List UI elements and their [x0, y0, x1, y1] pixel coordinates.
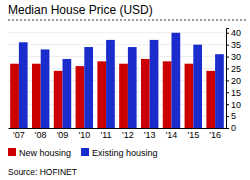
legend-swatch [8, 148, 16, 156]
x-tick: '10 [78, 130, 90, 140]
x-tick: '16 [209, 130, 221, 140]
y-tick: 30 [226, 52, 241, 62]
bar [54, 71, 63, 128]
bar [19, 42, 28, 128]
bar [41, 49, 50, 128]
y-tick: 25 [226, 64, 241, 74]
y-tick-label: 25 [231, 64, 241, 74]
y-tick: 40 [226, 28, 241, 38]
grid [8, 33, 226, 128]
title: Median House Price (USD) [8, 3, 153, 17]
y-tick-label: 10 [231, 100, 241, 110]
x-tick-label: '10 [78, 130, 90, 140]
x-tick-label: '14 [166, 130, 178, 140]
x-tick-label: '09 [57, 130, 69, 140]
bar [128, 47, 137, 128]
grid-line [8, 32, 226, 33]
y-tick-mark [226, 116, 229, 117]
y-tick-label: 35 [231, 40, 241, 50]
x-tick-label: '08 [35, 130, 47, 140]
y-tick: 15 [226, 88, 241, 98]
bar [193, 45, 202, 128]
y-tick-label: 40 [231, 28, 241, 38]
y-tick-mark [226, 33, 229, 34]
x-tick: '12 [122, 130, 134, 140]
x-tick: '08 [35, 130, 47, 140]
x-tick: '11 [101, 130, 112, 140]
bar [185, 64, 194, 128]
legend: New housing Existing housing [8, 148, 158, 158]
x-tick-label: '15 [187, 130, 199, 140]
title-rule [8, 20, 247, 21]
bar [97, 61, 106, 128]
legend-swatch [81, 148, 89, 156]
y-tick-mark [226, 45, 229, 46]
legend-item: New housing [8, 148, 71, 158]
y-tick: 20 [226, 76, 241, 86]
x-axis: '07 '08 '09 '10 '11 '12 '13 '14 '15 '16 [9, 129, 227, 141]
x-tick: '13 [144, 130, 156, 140]
x-tick-label: '12 [122, 130, 134, 140]
y-tick-mark [226, 104, 229, 105]
bars [10, 33, 224, 128]
bar [163, 61, 172, 128]
x-tick-label: '13 [144, 130, 156, 140]
bar [206, 71, 215, 128]
y-tick: 5 [226, 111, 236, 121]
y-tick-label: 20 [231, 76, 241, 86]
legend-item: Existing housing [81, 148, 158, 158]
bar [63, 59, 72, 128]
y-tick-mark [226, 57, 229, 58]
bar [10, 64, 19, 128]
bar [150, 40, 159, 128]
y-tick-mark [226, 68, 229, 69]
y-tick: 10 [226, 100, 241, 110]
x-tick-label: '07 [13, 130, 25, 140]
bar [119, 64, 128, 128]
y-axis-line [227, 29, 230, 129]
bar [106, 40, 115, 128]
bar [84, 47, 93, 128]
x-tick: '07 [13, 130, 25, 140]
bar [141, 59, 150, 128]
y-tick-label: 5 [231, 111, 236, 121]
x-tick-label: '16 [209, 130, 221, 140]
bar [172, 33, 181, 128]
bar [32, 64, 41, 128]
legend-label: New housing [19, 148, 71, 158]
y-tick-label: 15 [231, 88, 241, 98]
x-tick-label: '11 [101, 130, 112, 140]
y-tick: 0 [226, 123, 236, 133]
bar-series [19, 33, 224, 128]
bar [76, 66, 85, 128]
bar [215, 54, 224, 128]
x-tick: '15 [187, 130, 199, 140]
x-tick: '14 [166, 130, 178, 140]
annotation: Source: HOFINET [8, 167, 77, 177]
y-tick-mark [226, 128, 229, 129]
x-tick: '09 [57, 130, 69, 140]
chart: Median House Price (USD)'07'08'09'10'11'… [0, 0, 250, 180]
y-axis: 0 510 15 20 25 30 35 40 [226, 28, 241, 133]
y-tick-label: 0 [231, 123, 236, 133]
y-tick-mark [226, 92, 229, 93]
y-tick-mark [226, 80, 229, 81]
y-tick-label: 30 [231, 52, 241, 62]
x-axis-line [9, 128, 227, 129]
plot: '07 '08 '09 '10 '11 '12 '13 '14 '15 '16 0 510 15 20 25… [8, 28, 241, 140]
legend-label: Existing housing [92, 148, 158, 158]
y-tick: 35 [226, 40, 241, 50]
